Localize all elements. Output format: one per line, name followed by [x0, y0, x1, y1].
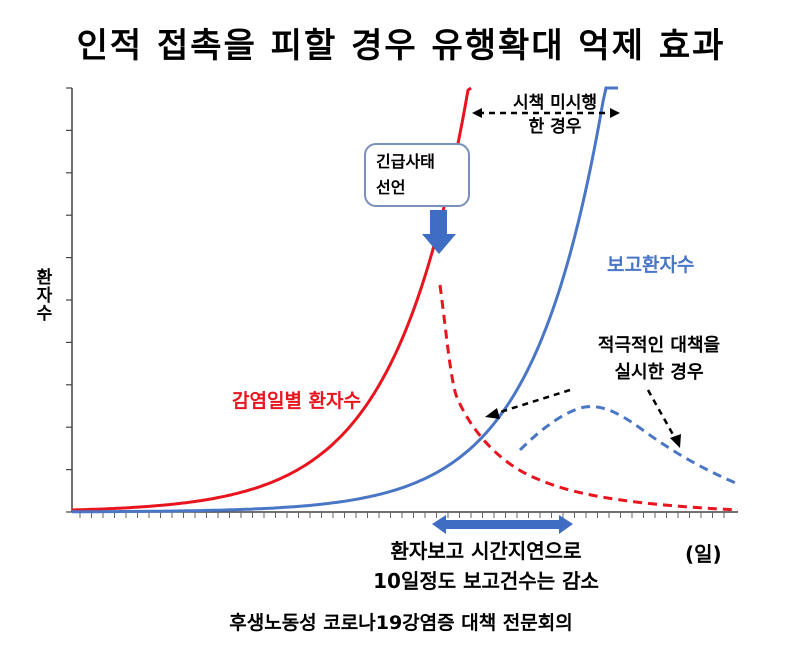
- no-action-note-line1: 시책 미시행: [512, 93, 598, 113]
- emergency-declaration-callout: 긴급사태 선언: [364, 143, 470, 207]
- active-measures-note: 적극적인 대책을 실시한 경우: [574, 332, 744, 386]
- legend-reported: 보고환자수: [607, 254, 695, 276]
- x-axis: [72, 511, 738, 518]
- callout-line2: 선언: [376, 178, 406, 197]
- callout-line1: 긴급사태: [376, 152, 435, 171]
- y-axis: [66, 87, 73, 513]
- lag-arrow: [432, 515, 573, 534]
- lag-note-line2: 10일정도 보고건수는 감소: [373, 569, 599, 593]
- reporting-lag-note: 환자보고 시간지연으로 10일정도 보고건수는 감소: [346, 536, 626, 596]
- series-reported-solid: [72, 86, 618, 514]
- x-axis-unit: (일): [685, 542, 722, 566]
- series-infection-solid: [71, 86, 472, 512]
- active-note-line1: 적극적인 대책을: [597, 335, 721, 356]
- chart-title: 인적 접촉을 피할 경우 유행확대 억제 효과: [76, 26, 726, 66]
- active-measures-arrows: [485, 388, 681, 448]
- x-ticks: [79, 512, 725, 518]
- no-action-note-line2: 한 경우: [528, 117, 582, 137]
- active-note-line2: 실시한 경우: [614, 362, 704, 383]
- series-reported-dashed: [518, 405, 739, 486]
- no-action-note: 시책 미시행 한 경우: [480, 91, 630, 139]
- lag-note-line1: 환자보고 시간지연으로: [390, 539, 582, 563]
- y-ticks: [66, 87, 72, 513]
- series-infection-dashed: [438, 284, 739, 512]
- no-action-arrow: [472, 108, 620, 118]
- source-caption: 후생노동성 코로나19강염증 대책 전문회의: [229, 612, 573, 634]
- declaration-arrow: [422, 210, 456, 254]
- y-axis-label: 환자수: [32, 268, 52, 322]
- legend-infection: 감염일별 환자수: [232, 390, 361, 412]
